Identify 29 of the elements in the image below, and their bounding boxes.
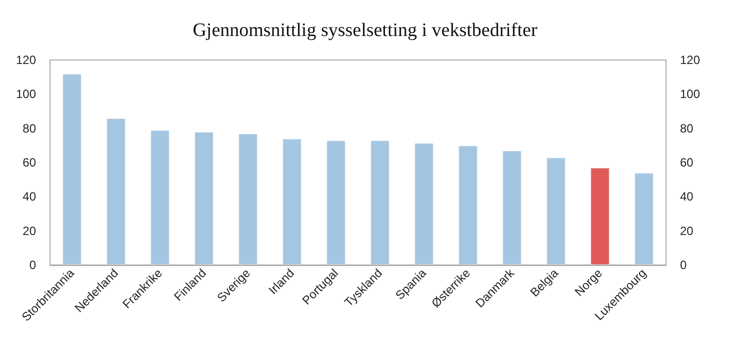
bar (194, 132, 214, 265)
chart-title: Gjennomsnittlig sysselsetting i vekstbedrifter (192, 20, 538, 41)
y-tick-label: 80 (22, 121, 36, 136)
y2-tick-label: 60 (680, 156, 694, 170)
bar (326, 140, 346, 265)
bar (238, 133, 258, 265)
y2-tick-label: 120 (680, 53, 700, 67)
y2-tick-label: 80 (680, 121, 694, 136)
bar (458, 145, 478, 265)
y-tick-label: 0 (29, 258, 36, 272)
bar (634, 172, 654, 265)
y2-tick-label: 0 (680, 258, 687, 272)
bar (150, 130, 170, 265)
bar (370, 140, 390, 265)
y2-tick-label: 20 (680, 224, 694, 238)
bar (62, 74, 82, 265)
bar (282, 138, 302, 265)
y2-tick-label: 100 (680, 87, 700, 102)
y-tick-label: 100 (16, 87, 36, 102)
bar (414, 142, 434, 265)
bar (106, 118, 126, 265)
bar (546, 157, 566, 265)
y-tick-label: 60 (22, 156, 36, 170)
y-tick-label: 40 (22, 190, 36, 204)
y2-tick-label: 40 (680, 190, 694, 204)
y-tick-label: 20 (22, 224, 36, 238)
bar (502, 150, 522, 265)
bar (590, 168, 610, 265)
y-tick-label: 120 (16, 53, 36, 67)
